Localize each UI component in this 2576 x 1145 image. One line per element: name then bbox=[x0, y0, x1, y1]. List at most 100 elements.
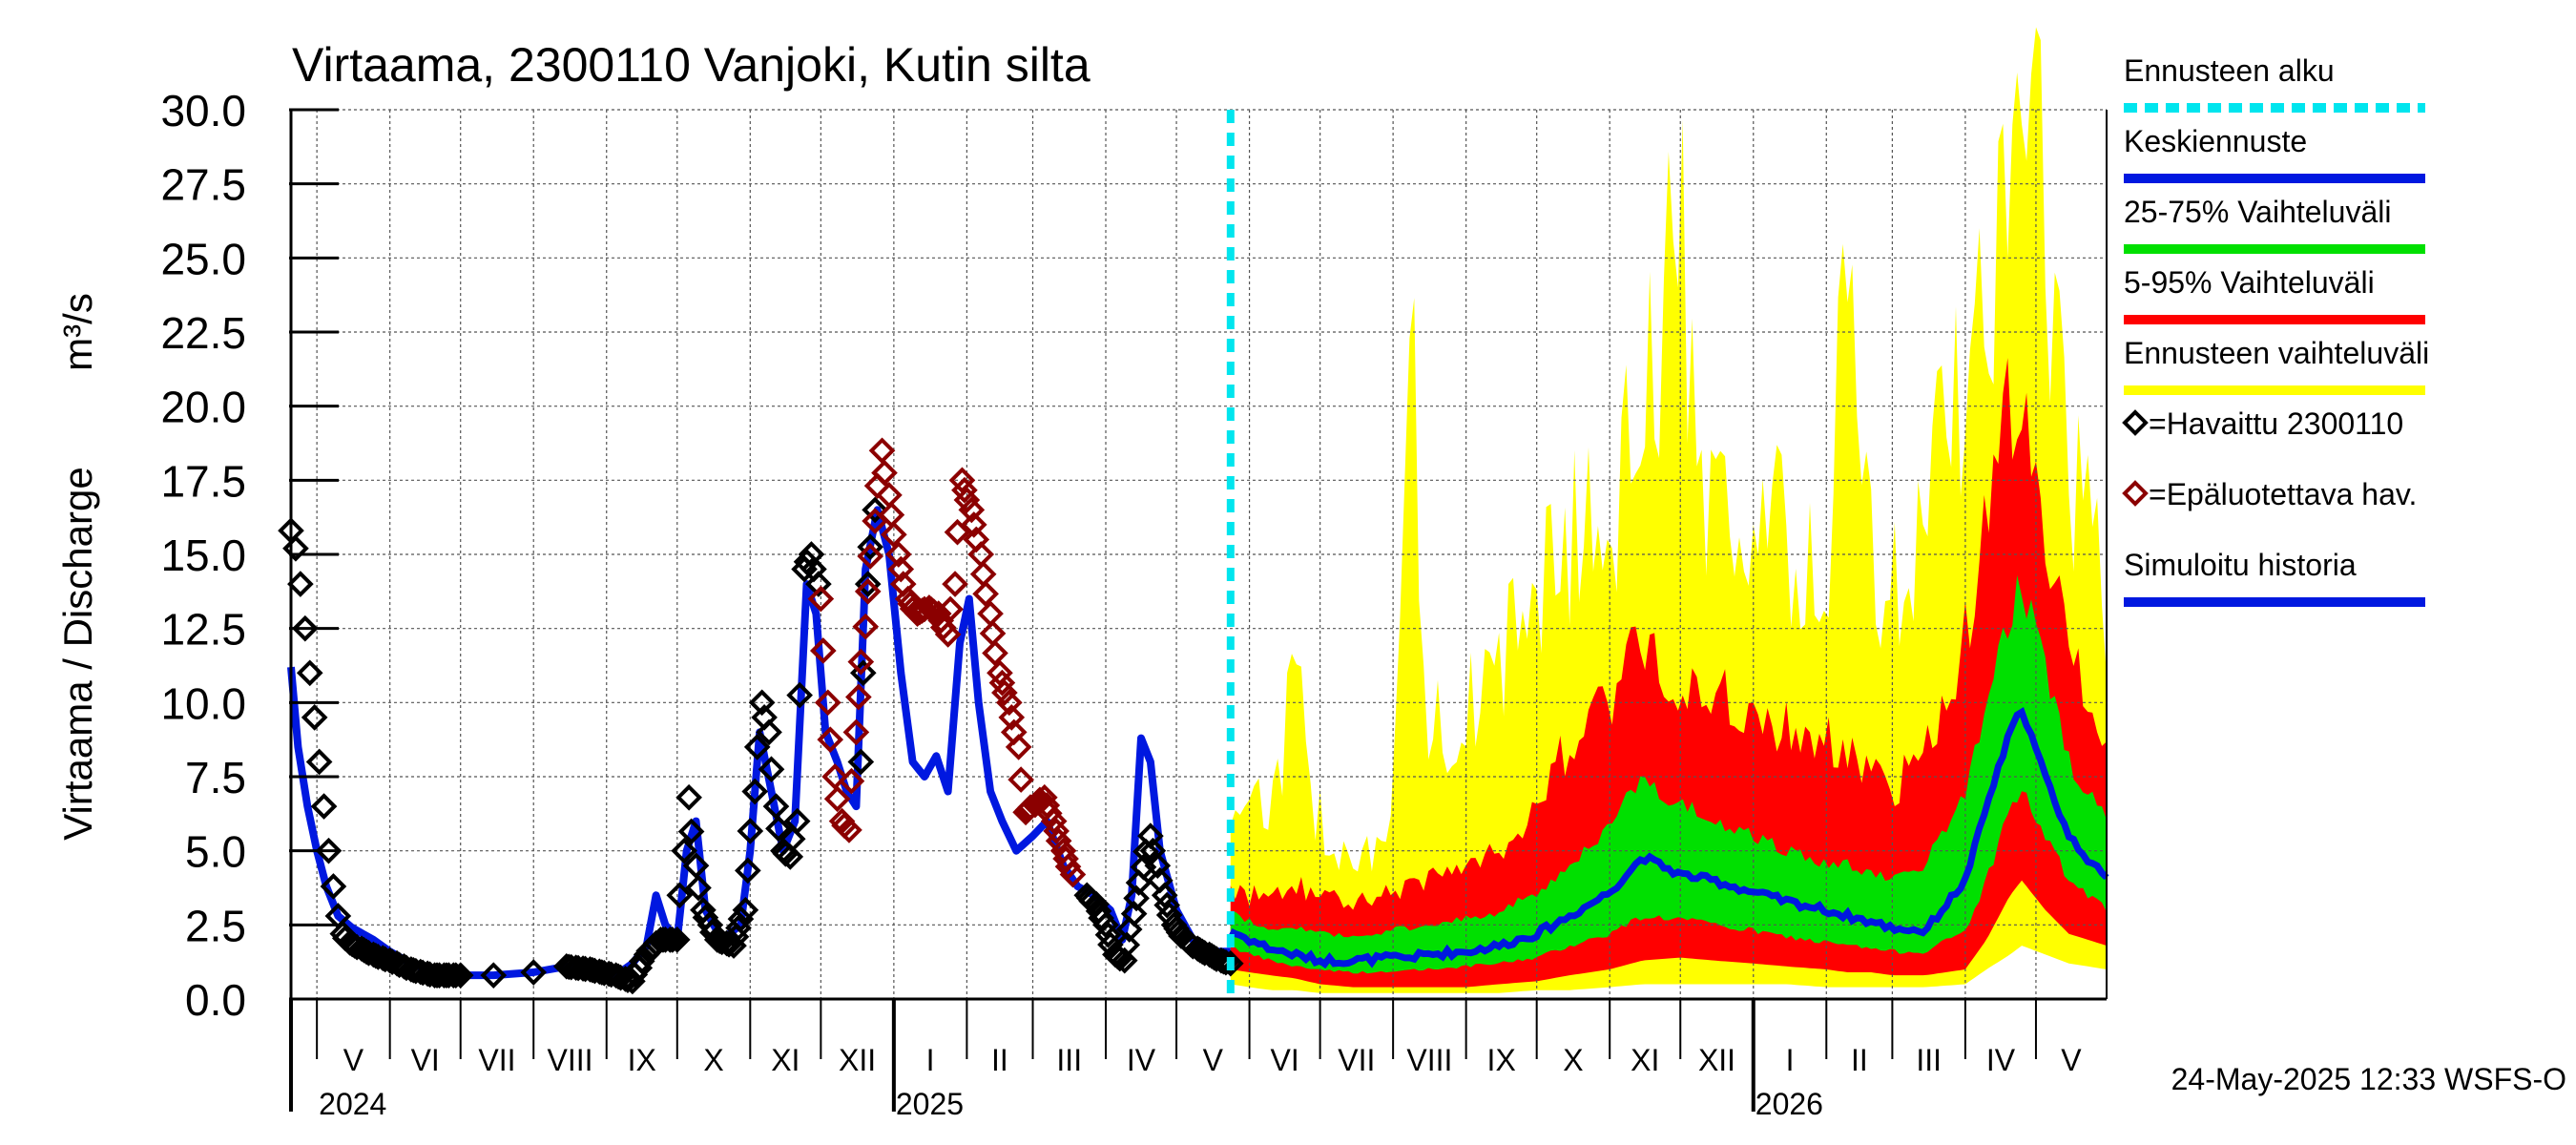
observation-marker bbox=[743, 734, 771, 760]
observation-marker bbox=[301, 704, 328, 731]
observation-marker bbox=[977, 600, 1004, 627]
x-month-label: VII bbox=[478, 1043, 515, 1077]
observation-marker bbox=[1035, 800, 1063, 827]
y-tick-label: 20.0 bbox=[160, 383, 246, 432]
x-month-label: IX bbox=[1487, 1043, 1516, 1077]
observation-marker bbox=[979, 620, 1007, 647]
y-tick-label: 25.0 bbox=[160, 234, 246, 283]
observation-marker bbox=[838, 767, 865, 795]
observed-markers bbox=[278, 496, 888, 995]
observation-marker bbox=[969, 560, 997, 588]
observation-marker bbox=[876, 482, 903, 509]
y-tick-label: 27.5 bbox=[160, 160, 246, 210]
x-year-label: 2025 bbox=[896, 1087, 964, 1121]
observation-marker bbox=[716, 931, 742, 958]
observation-marker bbox=[817, 726, 844, 753]
x-month-label: I bbox=[926, 1043, 935, 1077]
observation-marker bbox=[1008, 766, 1034, 793]
y-tick-label: 17.5 bbox=[160, 456, 246, 506]
observation-marker bbox=[862, 496, 888, 524]
observation-marker bbox=[762, 793, 790, 820]
x-month-label: VII bbox=[1338, 1043, 1375, 1077]
observation-marker bbox=[1113, 931, 1141, 959]
observation-marker bbox=[1054, 853, 1082, 881]
observation-marker bbox=[291, 614, 319, 642]
observation-marker bbox=[1132, 838, 1159, 865]
y-axis-label: Virtaama / Discharge bbox=[55, 467, 100, 840]
x-month-label: X bbox=[1563, 1043, 1583, 1077]
observation-marker bbox=[1125, 869, 1153, 896]
x-month-label: VI bbox=[1270, 1043, 1298, 1077]
observation-marker bbox=[727, 906, 755, 932]
observation-marker bbox=[442, 962, 469, 989]
legend-label: 5-95% Vaihteluväli bbox=[2124, 265, 2375, 300]
observation-marker bbox=[805, 571, 832, 597]
observation-marker bbox=[677, 818, 705, 845]
observation-marker bbox=[951, 476, 978, 504]
observation-marker bbox=[809, 637, 837, 664]
legend-label: Keskiennuste bbox=[2124, 124, 2307, 158]
observation-marker bbox=[953, 487, 981, 513]
band-25-75 bbox=[1230, 574, 2107, 974]
observation-marker bbox=[777, 843, 804, 870]
observation-marker bbox=[852, 613, 880, 640]
legend-label: =Havaittu 2300110 bbox=[2149, 406, 2403, 441]
legend-label: =Epäluotettava hav. bbox=[2149, 477, 2417, 511]
y-tick-label: 22.5 bbox=[160, 308, 246, 358]
observation-marker bbox=[520, 959, 548, 986]
observation-marker bbox=[871, 459, 898, 487]
observation-marker bbox=[1043, 818, 1070, 844]
observation-marker bbox=[320, 873, 347, 900]
observation-marker bbox=[480, 962, 508, 989]
observation-marker bbox=[1137, 822, 1164, 849]
x-month-label: XI bbox=[1631, 1043, 1659, 1077]
observation-marker bbox=[847, 748, 875, 776]
legend-label: Ennusteen vaihteluväli bbox=[2124, 336, 2429, 370]
x-month-label: II bbox=[991, 1043, 1008, 1077]
observation-marker bbox=[1115, 916, 1143, 943]
legend-marker bbox=[2122, 409, 2149, 436]
observation-marker bbox=[807, 585, 835, 613]
y-tick-label: 12.5 bbox=[160, 605, 246, 655]
observation-marker bbox=[675, 783, 702, 811]
observation-marker bbox=[836, 817, 862, 843]
observation-marker bbox=[447, 962, 474, 989]
x-month-label: VI bbox=[411, 1043, 440, 1077]
y-tick-label: 15.0 bbox=[160, 531, 246, 580]
observation-marker bbox=[1123, 885, 1150, 912]
observation-marker bbox=[1144, 852, 1172, 880]
x-month-label: XII bbox=[839, 1043, 876, 1077]
legend-marker bbox=[2122, 480, 2149, 507]
x-month-label: X bbox=[703, 1043, 723, 1077]
observation-marker bbox=[823, 785, 851, 813]
observation-marker bbox=[842, 718, 870, 746]
y-tick-label: 10.0 bbox=[160, 678, 246, 728]
footer-timestamp: 24-May-2025 12:33 WSFS-O bbox=[2171, 1062, 2566, 1096]
x-month-label: III bbox=[1056, 1043, 1082, 1077]
x-year-label: 2026 bbox=[1755, 1087, 1823, 1121]
observation-marker bbox=[1120, 900, 1148, 927]
observation-marker bbox=[310, 793, 338, 820]
x-month-label: XI bbox=[771, 1043, 800, 1077]
observation-marker bbox=[998, 704, 1026, 731]
observation-marker bbox=[671, 837, 698, 864]
observation-marker bbox=[868, 437, 896, 465]
forecast-bands bbox=[1230, 27, 2107, 993]
observation-marker bbox=[779, 825, 806, 853]
observation-marker bbox=[748, 689, 776, 717]
observation-marker bbox=[937, 595, 964, 623]
x-month-label: III bbox=[1916, 1043, 1942, 1077]
observed-markers bbox=[1073, 822, 1244, 977]
band-5-95 bbox=[1230, 358, 2107, 988]
observation-marker bbox=[987, 659, 1013, 687]
observation-marker bbox=[942, 571, 968, 597]
x-month-label: XII bbox=[1698, 1043, 1735, 1077]
x-month-label: IV bbox=[1986, 1043, 2016, 1077]
observation-marker bbox=[614, 967, 641, 993]
observation-marker bbox=[1151, 882, 1178, 909]
observation-marker bbox=[857, 543, 884, 570]
x-month-label: V bbox=[1203, 1043, 1224, 1077]
legend-label: 25-75% Vaihteluväli bbox=[2124, 195, 2391, 229]
observation-marker bbox=[814, 689, 841, 717]
